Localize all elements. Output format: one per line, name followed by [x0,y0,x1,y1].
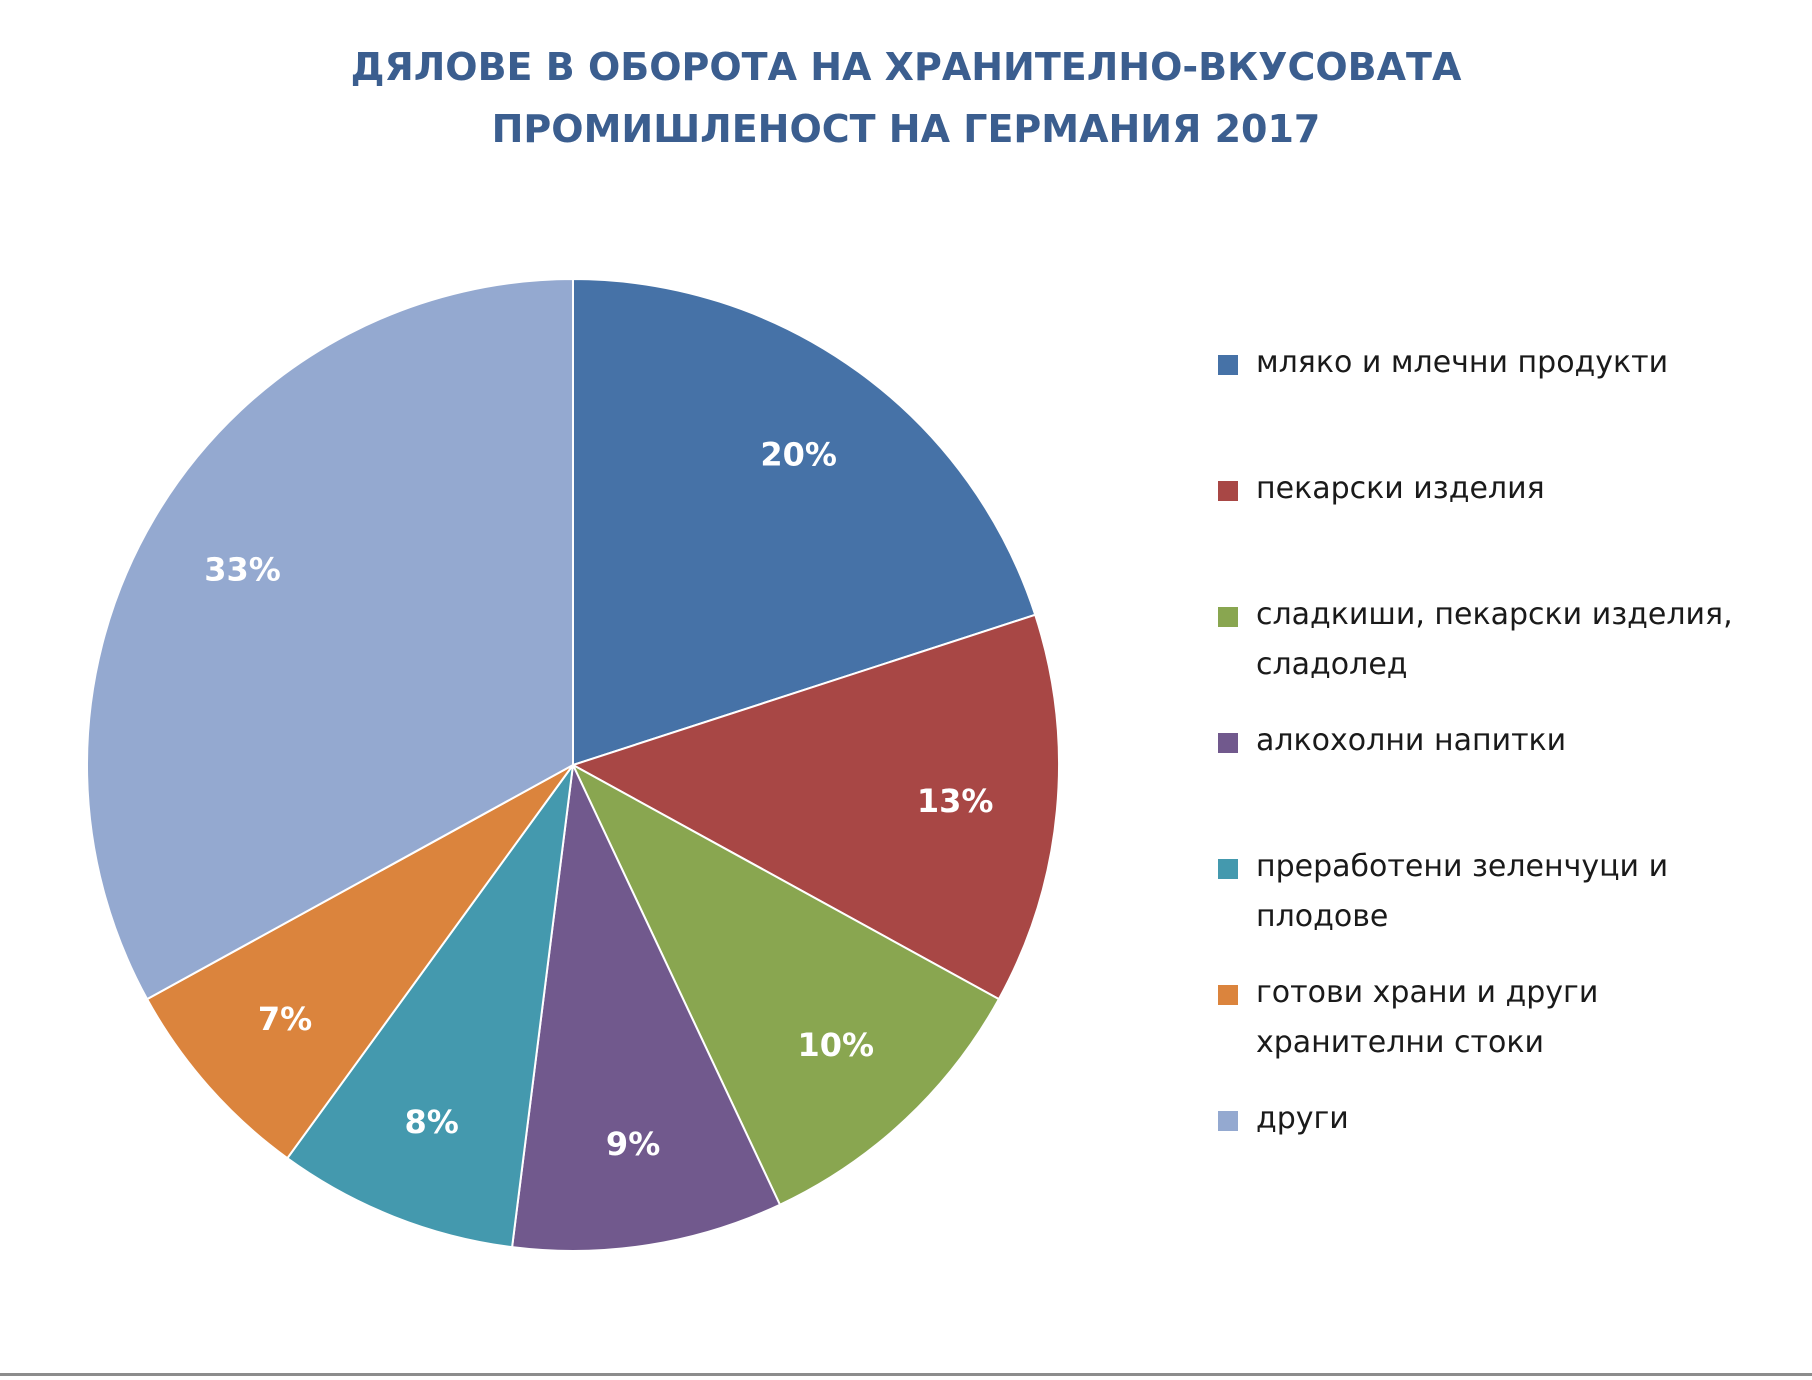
legend-swatch [1218,859,1238,879]
legend-item-milk: мляко и млечни продукти [1212,338,1792,388]
chart-title-line-2: ПРОМИШЛЕНОСТ НА ГЕРМАНИЯ 2017 [491,107,1321,151]
data-label-ready-food: 7% [258,1000,312,1038]
legend-label: други [1256,1101,1349,1136]
legend-swatch [1218,481,1238,501]
pie-data-labels: 20% 13% 10% 9% 8% 7% 33% [204,435,993,1163]
legend-label: пекарски изделия [1256,471,1545,506]
pie-slice-ready-food [145,764,574,1160]
data-label-other: 33% [204,551,281,589]
legend-label: готови храни и други хранителни стоки [1256,975,1599,1060]
legend-item-bakery: пекарски изделия [1212,464,1792,514]
legend-label: преработени зеленчуци и плодове [1256,849,1669,934]
legend-swatch [1218,355,1238,375]
legend-item-ready-food: готови храни и други хранителни стоки [1212,968,1792,1068]
legend-swatch [1218,1111,1238,1131]
legend-swatch [1218,607,1238,627]
legend-item-alcohol: алкохолни напитки [1212,716,1792,766]
pie-slice-other [86,277,574,1001]
pie-slice-milk [572,277,1037,767]
legend-item-other: други [1212,1094,1792,1144]
legend-swatch [1218,985,1238,1005]
data-label-sweets: 10% [798,1026,875,1064]
legend-label: алкохолни напитки [1256,723,1567,758]
pie-slice-bakery [570,613,1060,1001]
legend-label: мляко и млечни продукти [1256,345,1669,380]
legend-label: сладкиши, пекарски изделия, сладолед [1256,597,1733,682]
data-label-bakery: 13% [917,782,994,820]
pie-slice-vegetables [285,764,574,1249]
chart-title-line-1: ДЯЛОВЕ В ОБОРОТА НА ХРАНИТЕЛНО-ВКУСОВАТА [350,45,1462,89]
data-label-vegetables: 8% [405,1103,459,1141]
pie-slices [86,277,1060,1252]
data-label-alcohol: 9% [606,1125,660,1163]
legend-item-sweets: сладкиши, пекарски изделия, сладолед [1212,590,1792,690]
pie-slice-sweets [570,762,1001,1207]
legend-item-vegetables: преработени зеленчуци и плодове [1212,842,1792,942]
legend-swatch [1218,733,1238,753]
pie-slice-alcohol [510,761,782,1252]
data-label-milk: 20% [760,435,837,473]
chart-title: ДЯЛОВЕ В ОБОРОТА НА ХРАНИТЕЛНО-ВКУСОВАТА… [0,36,1812,160]
bottom-border [0,1373,1812,1376]
